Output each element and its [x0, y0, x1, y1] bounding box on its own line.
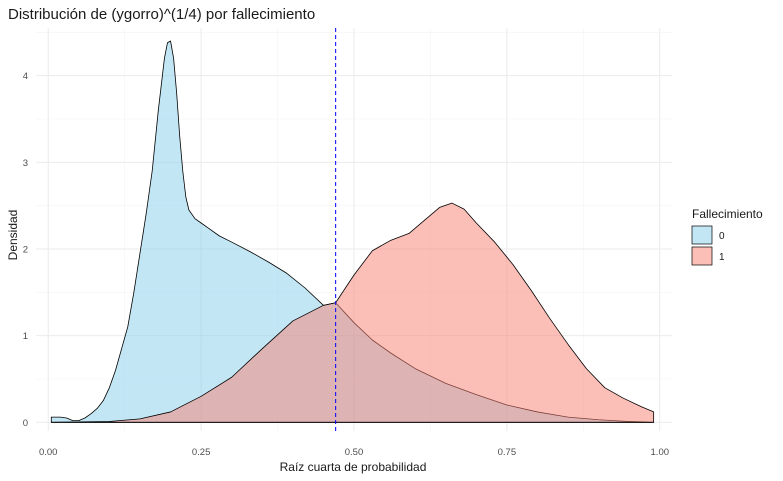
legend-key-0 [691, 225, 713, 245]
x-axis-title: Raíz cuarta de probabilidad [280, 460, 427, 474]
x-tick-label: 0.25 [192, 447, 211, 458]
density-areas [50, 40, 655, 423]
x-tick-label: 0.50 [345, 447, 364, 458]
legend: Fallecimiento 0 1 [691, 207, 763, 266]
y-tick-label: 3 [23, 158, 28, 169]
y-tick-label: 0 [23, 418, 28, 429]
x-tick-label: 1.00 [651, 447, 670, 458]
y-tick-label: 1 [23, 331, 28, 342]
legend-label-1: 1 [719, 252, 725, 263]
y-axis-title: Densidad [6, 210, 20, 261]
x-tick-labels: 0.00 0.25 0.50 0.75 1.00 [39, 447, 669, 458]
y-tick-label: 4 [23, 71, 28, 82]
density-area-1 [50, 202, 655, 423]
y-tick-labels: 0 1 2 3 4 [23, 71, 28, 429]
x-tick-label: 0.75 [498, 447, 517, 458]
legend-title: Fallecimiento [692, 207, 763, 221]
y-tick-label: 2 [23, 245, 28, 256]
chart-title: Distribución de (ygorro)^(1/4) por falle… [8, 6, 315, 23]
x-tick-label: 0.00 [39, 447, 58, 458]
legend-label-0: 0 [719, 231, 725, 242]
legend-key-1 [691, 246, 713, 266]
